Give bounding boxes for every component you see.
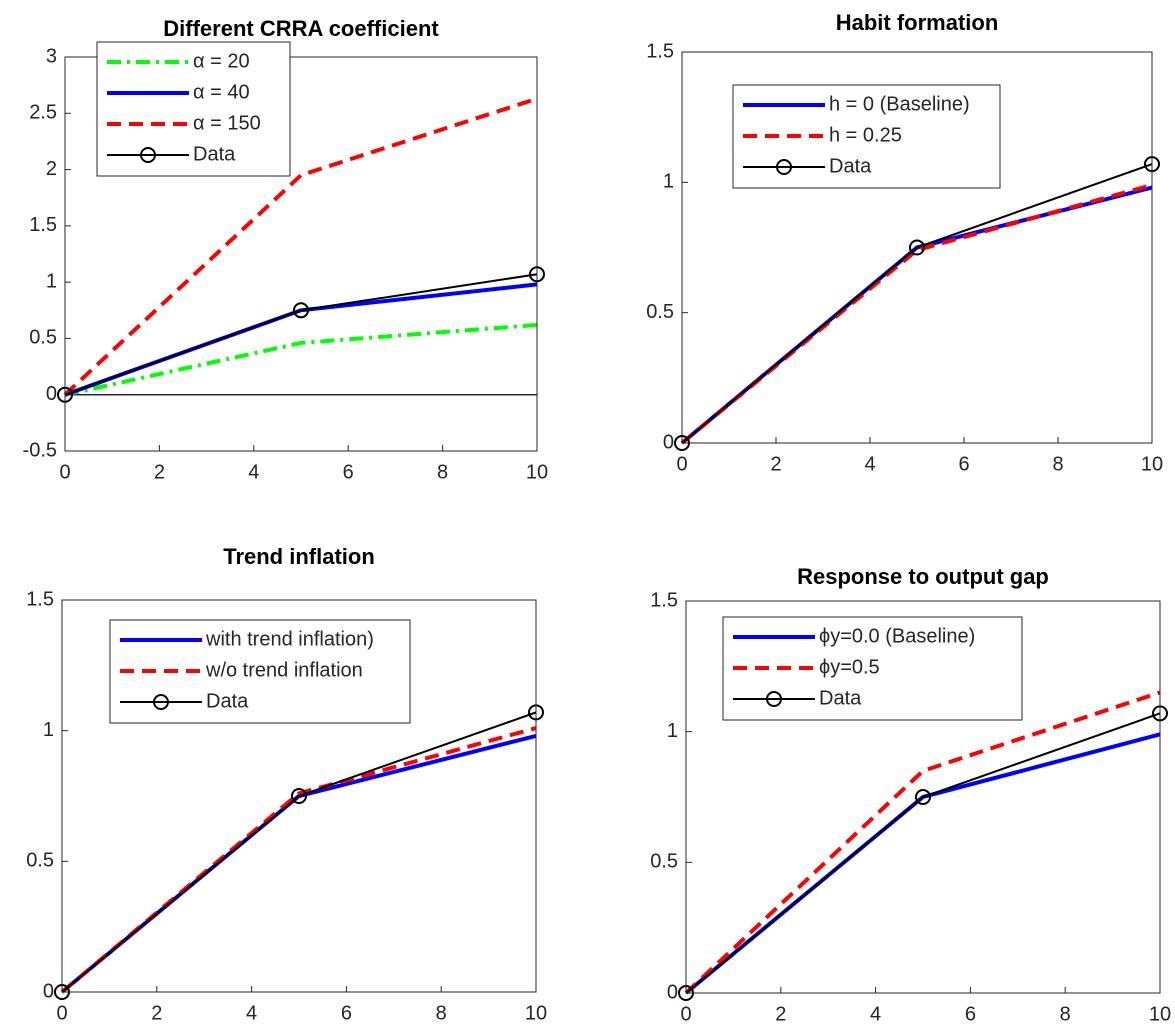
legend-label: ϕy=0.0 (Baseline) xyxy=(819,625,975,647)
y-tick-label: 1 xyxy=(667,720,678,742)
legend-label: h = 0.25 xyxy=(829,124,902,146)
legend-box xyxy=(722,616,1023,721)
legend-label: α = 150 xyxy=(193,112,261,134)
legend-label: with trend inflation) xyxy=(205,628,374,650)
legend-label: Data xyxy=(193,143,236,165)
axes-frame xyxy=(685,600,1161,994)
x-tick-label: 0 xyxy=(59,461,70,483)
y-tick-label: 0 xyxy=(46,383,57,405)
x-tick-label: 2 xyxy=(154,461,165,483)
series-line xyxy=(684,732,1161,995)
series-line xyxy=(680,183,1153,445)
series-line xyxy=(685,712,1161,994)
x-tick-label: 10 xyxy=(526,461,548,483)
legend-label: α = 40 xyxy=(193,81,250,103)
x-tick-label: 6 xyxy=(958,453,969,475)
legend-label: w/o trend inflation xyxy=(205,659,363,681)
y-tick-label: 0 xyxy=(667,981,678,1003)
y-tick-label: 1 xyxy=(663,171,674,193)
legend-box xyxy=(96,41,291,177)
y-tick-label: 2 xyxy=(46,158,57,180)
y-tick-label: 0.5 xyxy=(29,327,57,349)
x-tick-label: 2 xyxy=(770,453,781,475)
x-tick-label: 0 xyxy=(56,1002,67,1024)
series-line xyxy=(63,96,538,397)
y-tick-label: 2.5 xyxy=(29,102,57,124)
legend-label: h = 0 (Baseline) xyxy=(829,93,970,115)
legend-box xyxy=(109,619,411,724)
legend-label: α = 20 xyxy=(193,50,250,72)
x-tick-label: 8 xyxy=(437,461,448,483)
x-tick-label: 0 xyxy=(676,453,687,475)
x-tick-label: 2 xyxy=(151,1002,162,1024)
y-tick-label: 1.5 xyxy=(26,588,54,610)
data-marker xyxy=(915,789,931,805)
x-tick-label: 0 xyxy=(680,1003,691,1025)
x-tick-label: 10 xyxy=(525,1002,547,1024)
series-line xyxy=(680,185,1153,445)
axes-frame xyxy=(64,56,538,452)
series-line xyxy=(681,163,1153,444)
x-tick-label: 4 xyxy=(864,453,875,475)
y-tick-label: 0 xyxy=(663,431,674,453)
y-tick-label: 1.5 xyxy=(646,40,674,62)
series-line xyxy=(60,733,537,994)
legend-marker xyxy=(153,694,169,710)
y-tick-label: 0 xyxy=(43,980,54,1002)
series-line xyxy=(64,273,538,396)
legend-marker xyxy=(140,147,156,163)
x-tick-label: 4 xyxy=(248,461,259,483)
x-tick-label: 4 xyxy=(870,1003,881,1025)
data-marker xyxy=(291,788,307,804)
chart-title: Response to output gap xyxy=(797,564,1049,589)
legend-label: ϕy=0.5 xyxy=(819,656,880,678)
chart-title: Habit formation xyxy=(836,10,999,35)
y-tick-label: 1.5 xyxy=(29,214,57,236)
y-tick-label: 1.5 xyxy=(650,589,678,611)
x-tick-label: 2 xyxy=(775,1003,786,1025)
y-tick-label: 0.5 xyxy=(646,301,674,323)
y-tick-label: 0.5 xyxy=(650,851,678,873)
x-tick-label: 6 xyxy=(341,1002,352,1024)
y-tick-label: 1 xyxy=(46,270,57,292)
series-line xyxy=(64,282,538,397)
y-tick-label: -0.5 xyxy=(23,439,57,461)
axes-frame xyxy=(61,599,537,993)
data-marker xyxy=(909,239,925,256)
series-line xyxy=(60,726,537,994)
data-marker xyxy=(293,302,309,319)
x-tick-label: 8 xyxy=(1052,453,1063,475)
x-tick-label: 8 xyxy=(1060,1003,1071,1025)
y-tick-label: 3 xyxy=(46,45,57,67)
x-tick-label: 6 xyxy=(965,1003,976,1025)
series-line xyxy=(61,711,537,993)
chart-title: Different CRRA coefficient xyxy=(163,16,439,41)
chart-title: Trend inflation xyxy=(223,544,375,569)
legend-label: Data xyxy=(206,690,249,712)
axes-frame xyxy=(681,51,1153,444)
legend-label: Data xyxy=(819,687,862,709)
y-tick-label: 0.5 xyxy=(26,850,54,872)
x-tick-label: 6 xyxy=(343,461,354,483)
x-tick-label: 4 xyxy=(246,1002,257,1024)
series-line xyxy=(64,322,538,397)
x-tick-label: 10 xyxy=(1149,1003,1171,1025)
legend-marker xyxy=(766,691,782,707)
x-tick-label: 8 xyxy=(436,1002,447,1024)
x-tick-label: 10 xyxy=(1141,453,1163,475)
y-tick-label: 1 xyxy=(43,719,54,741)
legend-label: Data xyxy=(829,155,872,177)
series-line xyxy=(684,690,1161,995)
legend-marker xyxy=(776,159,792,175)
